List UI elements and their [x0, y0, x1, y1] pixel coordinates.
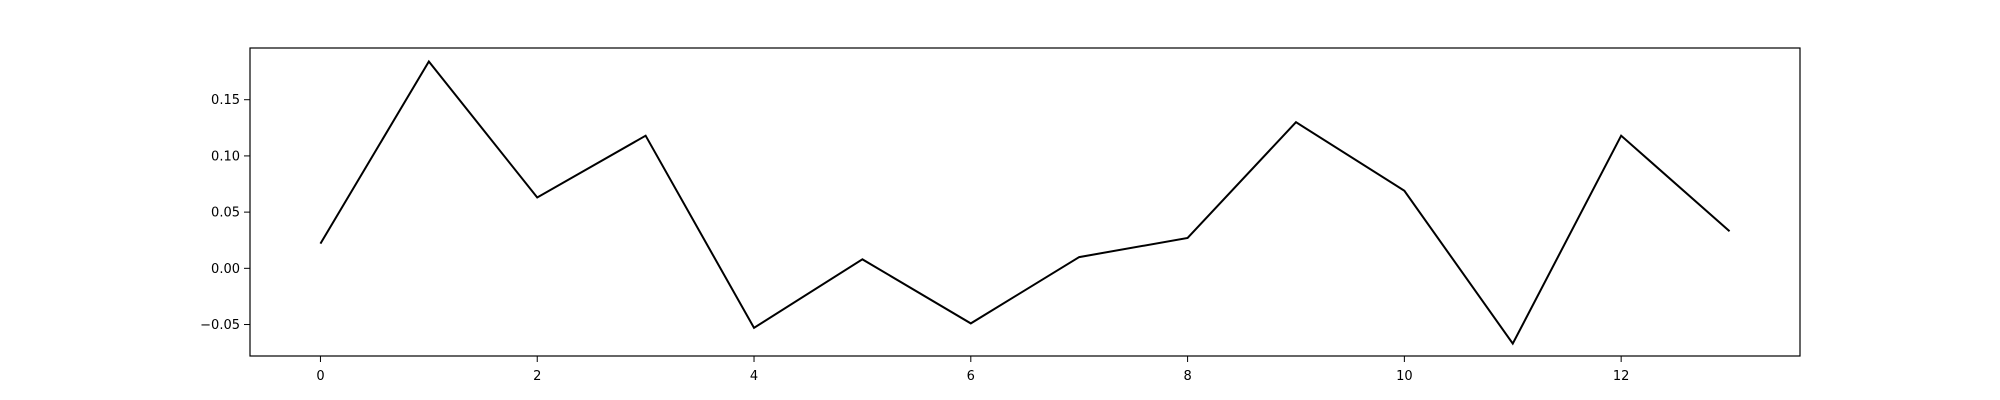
- y-tick-label: 0.00: [211, 262, 240, 277]
- data-point: [1293, 120, 1298, 125]
- x-axis-ticks: 0 2 4 6 8 10 12: [316, 356, 1629, 384]
- x-tick-label: 2: [533, 369, 541, 384]
- y-tick-label: −0.05: [200, 318, 240, 333]
- x-tick-label: 10: [1396, 369, 1413, 384]
- data-point: [426, 59, 431, 64]
- data-point: [318, 241, 323, 246]
- y-tick-label: 0.15: [211, 93, 240, 108]
- data-point: [1077, 255, 1082, 260]
- plot-area: [250, 48, 1800, 356]
- data-point: [1402, 188, 1407, 193]
- plot-frame: [249, 47, 1801, 357]
- x-tick-label: 6: [967, 369, 975, 384]
- x-tick-label: 8: [1183, 369, 1191, 384]
- data-point: [968, 321, 973, 326]
- data-point: [1185, 235, 1190, 240]
- data-point: [535, 195, 540, 200]
- x-tick-label: 4: [750, 369, 758, 384]
- data-point: [1727, 229, 1732, 234]
- y-tick-label: 0.05: [211, 206, 240, 221]
- x-tick-label: 12: [1613, 369, 1630, 384]
- y-tick-label: 0.10: [211, 149, 240, 164]
- data-point: [752, 325, 757, 330]
- y-axis-ticks: −0.05 0.00 0.05 0.10 0.15: [200, 93, 250, 333]
- data-point: [1619, 133, 1624, 138]
- series-line: [319, 59, 1731, 346]
- data-point: [643, 133, 648, 138]
- data-point: [1510, 341, 1515, 346]
- x-tick-label: 0: [316, 369, 324, 384]
- data-point: [860, 257, 865, 262]
